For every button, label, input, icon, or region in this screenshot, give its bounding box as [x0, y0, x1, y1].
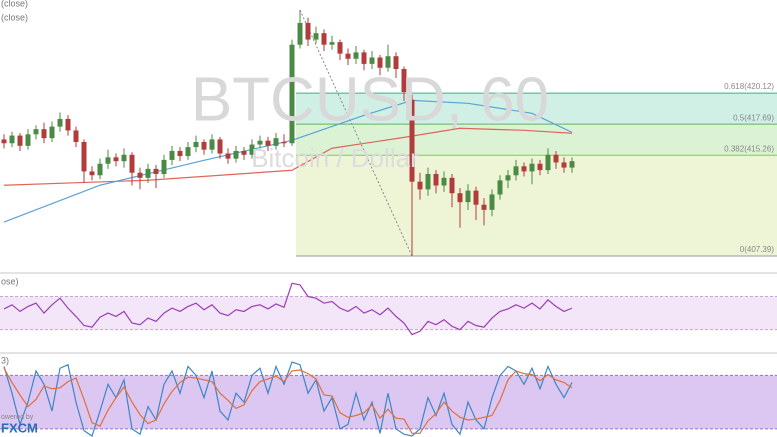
candle-body [57, 118, 63, 127]
candle-body [273, 138, 279, 146]
candle-body [497, 180, 503, 195]
fib-trend-line [299, 9, 413, 257]
candle-body [337, 42, 343, 54]
candle-body [25, 134, 31, 146]
candle-body [129, 154, 135, 173]
candle-body [113, 157, 119, 162]
candle-body [89, 171, 95, 176]
candle-body [433, 173, 439, 186]
watermark-title: BTCUSD, 60 [191, 65, 549, 134]
candle-body [425, 173, 431, 190]
candle-body [393, 56, 399, 70]
candle-body [209, 139, 215, 150]
candle-body [233, 150, 239, 159]
candle-body [561, 162, 567, 168]
candle-body [481, 204, 487, 210]
candle-body [41, 129, 47, 139]
footer-powered: owered by [1, 414, 34, 421]
fib-band [296, 155, 777, 257]
candle-body [473, 190, 479, 205]
candle-body [345, 53, 351, 59]
candle-body [369, 57, 375, 64]
candle-body [449, 177, 455, 194]
candle-body [105, 157, 111, 164]
moving-average [3, 99, 573, 223]
candle-body [265, 140, 271, 146]
candle-body [121, 154, 127, 162]
watermark-subtitle: Bitcoin / Dollar [251, 143, 419, 173]
candle-body [201, 141, 207, 150]
candle-body [545, 154, 551, 171]
candle-body [401, 69, 407, 93]
legend-label: (close) [1, 0, 28, 8]
candle-body [529, 163, 535, 172]
candle-body [249, 144, 255, 155]
candle-body [137, 172, 143, 178]
indicator-line [3, 282, 573, 336]
candle-body [289, 44, 295, 144]
candle-body [513, 166, 519, 176]
candle-body [377, 57, 383, 68]
candle-body [281, 141, 287, 144]
candle-body [241, 150, 247, 155]
candle-body [417, 181, 423, 190]
candle-body [385, 56, 391, 68]
pane-label: ose) [1, 276, 19, 286]
indicator-line [3, 367, 573, 434]
candle-body [457, 193, 463, 203]
candle-body [1, 139, 7, 144]
fib-band [296, 124, 777, 156]
candle-body [193, 141, 199, 148]
candle-body [313, 33, 319, 40]
band [0, 375, 777, 429]
candle-body [97, 163, 103, 176]
candle-body [465, 190, 471, 203]
candle-body [537, 163, 543, 171]
fib-label: 0.618(420.12) [724, 82, 774, 91]
candle-body [81, 141, 87, 172]
candle-body [185, 147, 191, 157]
band [0, 296, 777, 330]
moving-average [3, 127, 573, 186]
candle-body [521, 166, 527, 172]
candle-body [153, 168, 159, 174]
footer-logo: FXCM [1, 420, 38, 435]
pane-label: 3) [1, 355, 9, 365]
fib-label: 0(407.39) [740, 245, 775, 254]
candle-body [145, 168, 151, 178]
candle-body [225, 153, 231, 159]
candle-body [17, 135, 23, 146]
candle-body [329, 42, 335, 45]
candle-body [441, 177, 447, 186]
candle-body [65, 118, 71, 131]
candle-body [9, 135, 15, 144]
candle-body [505, 175, 511, 181]
candle-body [297, 22, 303, 45]
candle-body [353, 52, 359, 59]
candle-body [161, 159, 167, 174]
candle-body [73, 130, 79, 142]
fib-label: 0.5(417.69) [733, 113, 774, 122]
candle-body [177, 150, 183, 157]
candle-body [169, 150, 175, 160]
candle-body [33, 129, 39, 135]
candle-body [553, 154, 559, 163]
legend-label: (close) [1, 12, 28, 22]
indicator-line [3, 361, 573, 437]
candle-body [217, 139, 223, 154]
candle-body [409, 99, 415, 182]
candle-body [49, 126, 55, 139]
candle-body [321, 33, 327, 45]
candle-body [489, 194, 495, 210]
candle-body [305, 22, 311, 40]
candle-body [257, 140, 263, 145]
candle-body [361, 52, 367, 64]
fib-band [296, 93, 777, 125]
candle-body [569, 161, 575, 168]
fib-label: 0.382(415.26) [724, 144, 774, 153]
